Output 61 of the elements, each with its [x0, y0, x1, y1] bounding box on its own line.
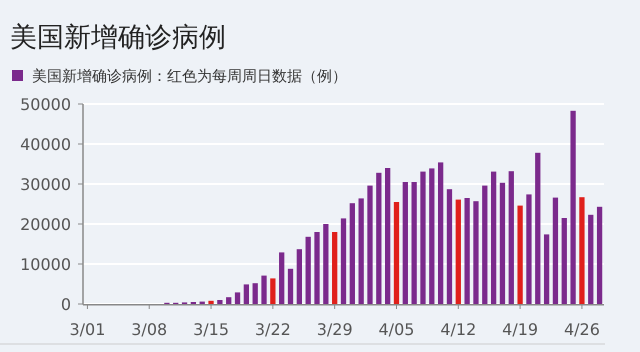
bar: [570, 110, 576, 304]
bar: [544, 234, 550, 304]
bar: [552, 198, 558, 304]
bar: [340, 218, 346, 304]
x-tick-label: 3/01: [69, 320, 106, 339]
bar: [535, 152, 540, 304]
bar: [482, 186, 488, 304]
bar: [420, 172, 426, 304]
x-tick-label: 3/29: [316, 320, 353, 339]
y-tick-label: 0: [60, 295, 71, 314]
bar: [473, 201, 479, 304]
bar: [464, 198, 470, 304]
x-tick-label: 3/22: [254, 320, 291, 339]
bar: [270, 278, 276, 304]
bar: [562, 218, 567, 304]
bar: [252, 283, 258, 304]
bar: [306, 236, 311, 304]
bar: [226, 297, 232, 304]
bar: [508, 171, 514, 304]
y-tick-label: 40000: [20, 135, 71, 154]
bar: [376, 172, 382, 304]
x-tick-label: 3/08: [131, 320, 168, 339]
y-tick-label: 20000: [20, 215, 71, 234]
bar: [261, 276, 267, 304]
x-tick-label: 4/26: [564, 320, 600, 339]
bar: [446, 189, 452, 304]
bar: [402, 182, 408, 304]
x-tick-label: 4/19: [502, 320, 538, 339]
y-tick-label: 10000: [20, 255, 71, 274]
bar: [596, 206, 602, 304]
bar: [323, 224, 328, 304]
bar: [288, 268, 294, 304]
bar: [314, 232, 320, 304]
x-tick-label: 3/15: [193, 320, 230, 339]
legend-label: 美国新增确诊病例：红色为每周周日数据（例）: [32, 67, 347, 85]
bar: [411, 182, 417, 304]
x-tick-label: 4/12: [440, 320, 476, 339]
bar: [385, 168, 390, 304]
bar: [332, 232, 338, 304]
bar: [279, 252, 284, 304]
bar: [526, 194, 532, 304]
bar: [234, 292, 240, 304]
bar: [296, 249, 302, 304]
bar: [367, 186, 373, 304]
y-tick-label: 50000: [20, 95, 71, 114]
bar: [244, 284, 250, 304]
bar: [456, 200, 461, 304]
bar: [490, 172, 496, 304]
bar: [350, 203, 355, 304]
bar: [438, 162, 444, 304]
bar: [394, 202, 400, 304]
bar: [217, 300, 223, 304]
x-tick-label: 4/05: [378, 320, 414, 339]
chart-title: 美国新增确诊病例: [10, 22, 226, 53]
bar: [588, 214, 594, 304]
bar: [579, 197, 585, 304]
bar: [358, 198, 364, 304]
bar: [517, 206, 523, 304]
bar: [429, 168, 434, 304]
bar: [500, 182, 506, 304]
y-tick-label: 30000: [20, 175, 71, 194]
